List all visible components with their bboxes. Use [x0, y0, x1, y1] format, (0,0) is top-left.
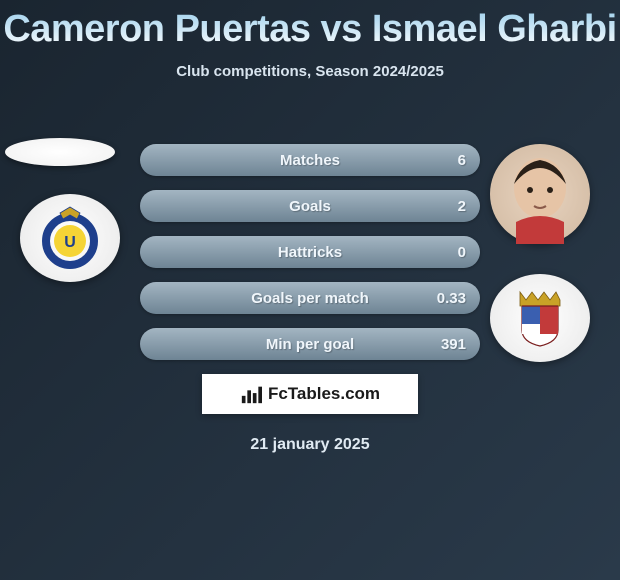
union-sg-crest-icon: U — [35, 203, 105, 273]
stat-row: Hattricks 0 — [140, 236, 480, 268]
stat-label: Hattricks — [278, 244, 342, 261]
stat-label: Min per goal — [266, 336, 354, 353]
stat-right-value: 2 — [458, 198, 466, 215]
club-left-badge: U — [20, 194, 120, 282]
stats-area: U Matches 6 Goals 2 Hattricks 0 Goals per matc… — [0, 122, 620, 352]
stat-label: Goals — [289, 198, 331, 215]
stat-label: Matches — [280, 152, 340, 169]
stat-right-value: 6 — [458, 152, 466, 169]
watermark-text: FcTables.com — [268, 384, 380, 404]
stat-label: Goals per match — [251, 290, 369, 307]
stat-row: Min per goal 391 — [140, 328, 480, 360]
page-title: Cameron Puertas vs Ismael Gharbi — [0, 0, 620, 51]
stat-right-value: 391 — [441, 336, 466, 353]
stat-right-value: 0.33 — [437, 290, 466, 307]
face-placeholder-icon — [490, 144, 590, 244]
svg-text:U: U — [64, 234, 76, 251]
stat-row: Goals 2 — [140, 190, 480, 222]
stat-bars: Matches 6 Goals 2 Hattricks 0 Goals per match 0… — [140, 144, 480, 374]
watermark: FcTables.com — [202, 374, 418, 414]
player-right-avatar — [490, 144, 590, 244]
club-right-badge — [490, 274, 590, 362]
date-text: 21 january 2025 — [0, 436, 620, 454]
subtitle: Club competitions, Season 2024/2025 — [0, 63, 620, 80]
bar-chart-icon — [240, 383, 262, 405]
stat-row: Goals per match 0.33 — [140, 282, 480, 314]
stat-right-value: 0 — [458, 244, 466, 261]
stat-row: Matches 6 — [140, 144, 480, 176]
braga-crest-icon — [508, 286, 572, 350]
player-left-avatar — [5, 138, 115, 166]
